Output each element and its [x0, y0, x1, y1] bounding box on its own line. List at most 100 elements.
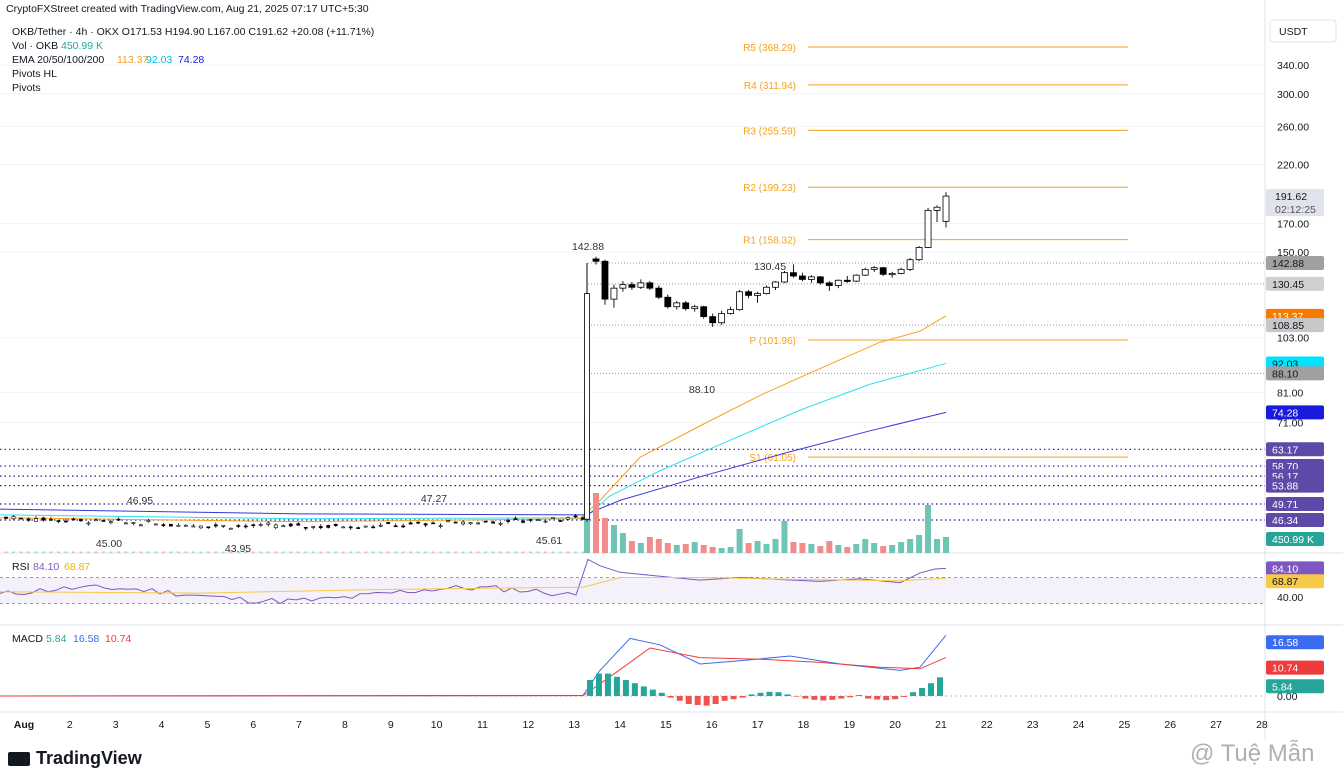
- macd-histogram-bar: [802, 696, 809, 699]
- candle-body: [637, 282, 645, 288]
- volume-bar: [727, 547, 734, 553]
- volume-bar: [491, 551, 495, 553]
- candle-body: [468, 522, 473, 525]
- macd-histogram-bar: [685, 696, 692, 704]
- candle-body: [168, 523, 173, 527]
- currency-label: USDT: [1279, 26, 1308, 38]
- price-badge: [1266, 574, 1324, 589]
- volume-bar: [484, 551, 488, 553]
- tradingview-logo[interactable]: TradingView: [8, 748, 142, 769]
- price-badge-label: 16.58: [1272, 637, 1298, 649]
- volume-indicator-label[interactable]: Vol · OKB: [12, 40, 58, 52]
- price-tick-label: 300.00: [1277, 89, 1309, 101]
- candle-body: [446, 520, 451, 523]
- volume-indicator-value: 450.99 K: [61, 40, 103, 52]
- price-tick-label: 260.00: [1277, 121, 1309, 133]
- candle-body: [341, 526, 346, 529]
- price-badge: [1266, 679, 1324, 694]
- candle-body: [536, 519, 540, 521]
- volume-bar: [401, 551, 405, 553]
- candle-body: [610, 287, 618, 300]
- volume-bar: [655, 539, 662, 553]
- x-axis-label: 26: [1164, 719, 1176, 731]
- candle-body: [273, 524, 278, 528]
- candle-body: [34, 518, 38, 522]
- x-axis-label: 14: [614, 719, 626, 731]
- candle-body: [453, 521, 458, 524]
- candle-body: [393, 525, 398, 528]
- volume-bar: [461, 551, 465, 553]
- volume-bar: [214, 551, 218, 553]
- price-badge-label: 49.71: [1272, 499, 1298, 511]
- volume-bar: [745, 543, 752, 553]
- volume-bar: [559, 551, 563, 553]
- volume-bar: [379, 551, 383, 553]
- rsi-ma-line: [0, 577, 947, 594]
- candle-body: [206, 526, 211, 529]
- candle-body: [772, 281, 779, 288]
- x-axis-label: 3: [113, 719, 119, 731]
- candle-body: [807, 276, 815, 280]
- currency-selector[interactable]: [1269, 19, 1337, 43]
- candle-body: [942, 195, 950, 222]
- macd-histogram-bar: [658, 692, 665, 696]
- candle-body: [4, 516, 8, 519]
- x-axis-label: 18: [798, 719, 810, 731]
- candle-body: [852, 274, 860, 282]
- volume-bar: [835, 545, 842, 553]
- macd-histogram-bar: [901, 696, 908, 697]
- macd-histogram-bar: [892, 696, 899, 700]
- price-badge-label: 142.88: [1272, 258, 1304, 270]
- pivots-hl-label[interactable]: Pivots HL: [12, 68, 57, 80]
- candle-body: [131, 522, 136, 524]
- price-annotation: 45.61: [536, 535, 562, 547]
- candle-body: [718, 313, 726, 324]
- candle-body: [915, 247, 923, 261]
- macd-histogram-bar: [649, 689, 656, 696]
- macd-histogram-bar: [587, 680, 593, 696]
- macd-histogram-bar: [595, 673, 602, 696]
- volume-bar: [544, 551, 548, 553]
- volume-bar: [184, 551, 188, 553]
- candle-body: [691, 306, 699, 310]
- volume-bar: [826, 541, 833, 553]
- pivots-label[interactable]: Pivots: [12, 82, 41, 94]
- volume-bar: [476, 551, 480, 553]
- volume-bar: [551, 551, 555, 553]
- x-axis-label: 10: [431, 719, 443, 731]
- price-badge: [1266, 496, 1324, 511]
- pivot-label: R4 (311.94): [744, 81, 796, 92]
- candle-body: [123, 522, 128, 525]
- volume-bar: [154, 551, 158, 553]
- volume-bar: [341, 551, 345, 553]
- macd-hist-value: 5.84: [46, 633, 67, 645]
- volume-bar: [124, 551, 128, 553]
- volume-bar: [11, 551, 15, 553]
- candle-body: [476, 522, 480, 525]
- volume-bar: [266, 551, 270, 553]
- candle-body: [423, 523, 428, 526]
- volume-bar: [109, 551, 113, 553]
- candle-body: [736, 291, 743, 311]
- volume-bar: [319, 551, 323, 553]
- candle-body: [363, 525, 368, 528]
- rsi-label[interactable]: RSI: [12, 561, 30, 573]
- candle-body: [888, 273, 896, 276]
- macd-histogram-bar: [793, 696, 800, 697]
- volume-bar: [844, 547, 851, 553]
- macd-label[interactable]: MACD: [12, 633, 43, 645]
- macd-histogram-bar: [928, 683, 935, 696]
- ema-indicator-label[interactable]: EMA 20/50/100/200: [12, 54, 104, 66]
- macd-histogram-bar: [766, 691, 773, 696]
- macd-histogram-bar: [757, 692, 764, 696]
- volume-bar: [514, 551, 518, 553]
- volume-bar: [506, 551, 510, 553]
- candle-body: [897, 268, 905, 274]
- volume-bar: [116, 551, 120, 553]
- volume-bar: [281, 551, 285, 553]
- volume-bar: [853, 544, 860, 553]
- macd-histogram-bar: [820, 696, 827, 701]
- volume-bar: [772, 539, 779, 553]
- candle-body: [521, 520, 525, 523]
